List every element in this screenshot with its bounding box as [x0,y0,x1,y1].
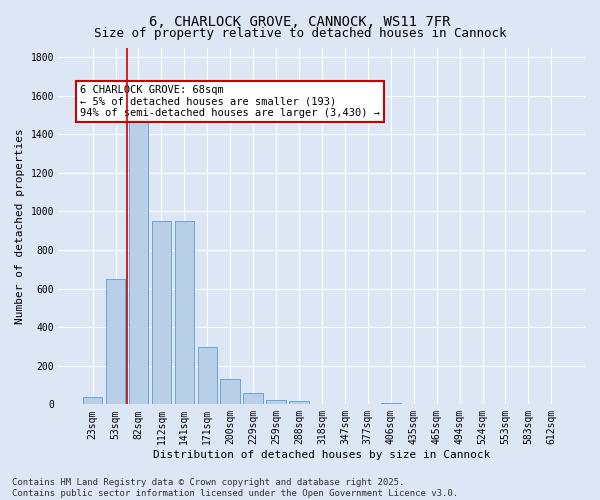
Bar [129,115,148,405]
Text: Size of property relative to detached houses in Cannock: Size of property relative to detached ho… [94,28,506,40]
Bar [175,221,194,404]
Bar [106,279,125,404]
Bar [83,396,103,404]
Text: Contains HM Land Registry data © Crown copyright and database right 2025.
Contai: Contains HM Land Registry data © Crown c… [12,478,458,498]
Bar [244,393,263,404]
Bar [289,402,309,404]
Text: 6 CHARLOCK GROVE: 68sqm
← 5% of detached houses are smaller (193)
94% of semi-de: 6 CHARLOCK GROVE: 68sqm ← 5% of detached… [80,85,380,118]
Bar [220,380,240,404]
Bar [266,400,286,404]
Y-axis label: Number of detached properties: Number of detached properties [15,128,25,324]
Text: 6, CHARLOCK GROVE, CANNOCK, WS11 7FR: 6, CHARLOCK GROVE, CANNOCK, WS11 7FR [149,15,451,29]
Bar [152,221,171,404]
Bar [197,348,217,405]
X-axis label: Distribution of detached houses by size in Cannock: Distribution of detached houses by size … [153,450,491,460]
